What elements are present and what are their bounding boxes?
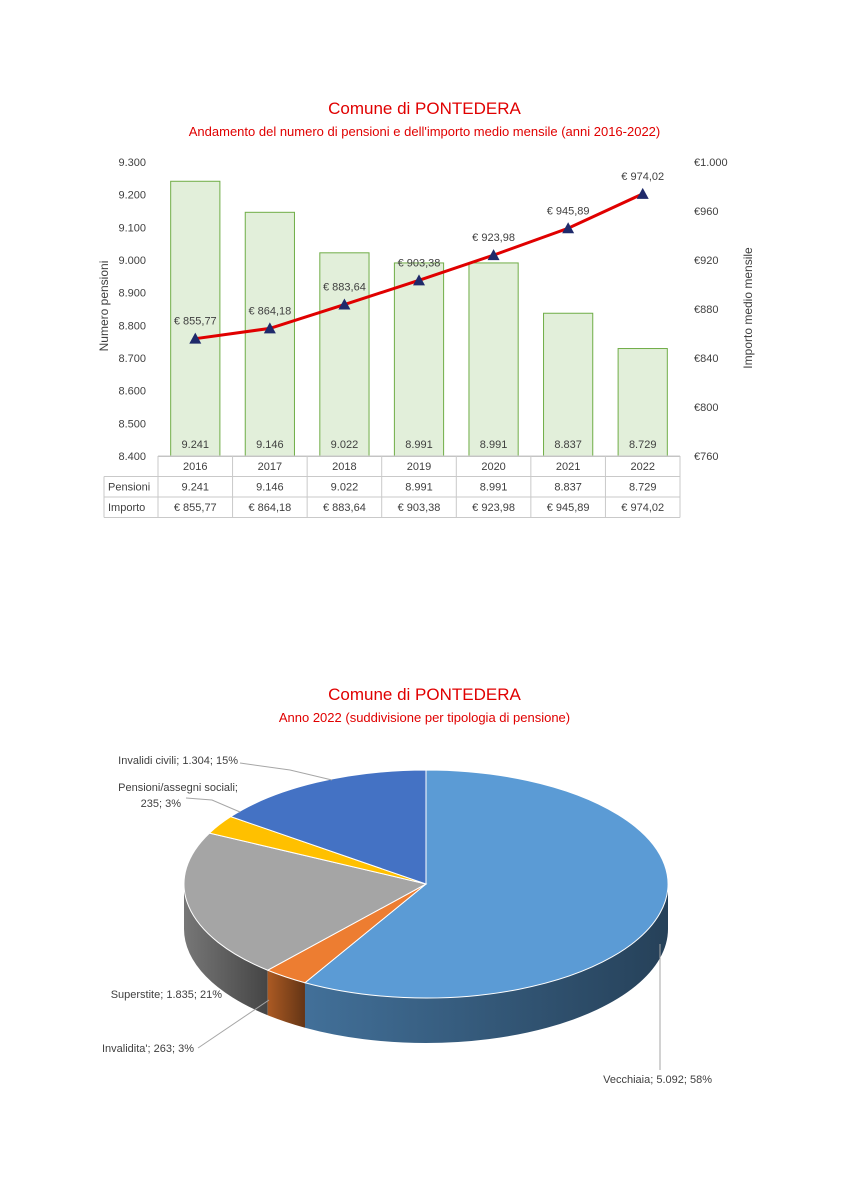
y2-tick-label: €920 bbox=[694, 255, 718, 267]
bar bbox=[617, 348, 668, 457]
table-cell-importo: € 855,77 bbox=[174, 502, 217, 514]
pie-slice-side bbox=[184, 884, 268, 1016]
line-marker bbox=[636, 187, 649, 199]
table-cell-pensioni: 8.837 bbox=[554, 482, 582, 494]
line-series-importo: € 855,77 € 864,18 € 883,64 € 903,38 € 923,98… bbox=[174, 171, 664, 344]
y-tick-label: 9.000 bbox=[118, 255, 146, 267]
y2-tick-label: €960 bbox=[694, 206, 718, 218]
line-data-label: € 945,89 bbox=[547, 205, 590, 217]
table-cell-importo: € 923,98 bbox=[472, 502, 515, 514]
table-row-header-importo: Importo bbox=[108, 502, 145, 514]
bar-data-label: 8.991 bbox=[480, 439, 508, 451]
line-data-label: € 883,64 bbox=[323, 282, 366, 294]
bar bbox=[543, 312, 594, 457]
line-data-label: € 974,02 bbox=[621, 171, 664, 183]
pie-slice bbox=[229, 769, 427, 885]
left-axis-title: Numero pensioni bbox=[97, 261, 111, 352]
x-category-label: 2016 bbox=[183, 461, 207, 473]
table-cell-pensioni: 9.022 bbox=[331, 482, 359, 494]
y-tick-label: 8.500 bbox=[118, 418, 146, 430]
pie-slice-side bbox=[304, 884, 668, 1044]
data-table: 2016 9.241 € 855,77 2017 9.146 € 864,18 2018 9.… bbox=[103, 455, 681, 518]
table-cell-importo: € 974,02 bbox=[621, 502, 664, 514]
bar bbox=[468, 262, 519, 457]
y-tick-label: 8.400 bbox=[118, 451, 146, 463]
bar bbox=[244, 211, 295, 457]
table-cell-importo: € 903,38 bbox=[398, 502, 441, 514]
leader-line bbox=[239, 762, 333, 781]
x-category-label: 2018 bbox=[332, 461, 356, 473]
y2-tick-label: €1.000 bbox=[694, 157, 728, 169]
table-cell-importo: € 864,18 bbox=[248, 502, 291, 514]
line-marker bbox=[487, 249, 500, 261]
line-data-label: € 903,38 bbox=[398, 257, 441, 269]
bar-data-label: 9.146 bbox=[256, 439, 284, 451]
table-cell-pensioni: 8.991 bbox=[405, 482, 433, 494]
x-category-label: 2019 bbox=[407, 461, 431, 473]
pie-labels: Vecchiaia; 5.092; 58% Invalidita'; 263; 3… bbox=[102, 755, 712, 1086]
table-cell-pensioni: 8.991 bbox=[480, 482, 508, 494]
y-tick-label: 8.900 bbox=[118, 288, 146, 300]
pie-label-sociali-line1: Pensioni/assegni sociali; bbox=[118, 782, 238, 794]
bar bbox=[170, 180, 221, 457]
bar bbox=[393, 262, 445, 457]
right-axis-ticks: €760 €800 €840 €880 €920 €960 €1.000 bbox=[694, 157, 728, 463]
pension-trend-chart: Comune di PONTEDERA Andamento del numero… bbox=[97, 99, 755, 518]
bar-data-label: 8.837 bbox=[554, 439, 582, 451]
x-category-label: 2021 bbox=[556, 461, 580, 473]
y2-tick-label: €800 bbox=[694, 402, 718, 414]
table-cell-pensioni: 9.146 bbox=[256, 482, 284, 494]
leader-line bbox=[185, 797, 241, 813]
pie-label-invalidi-civili: Invalidi civili; 1.304; 15% bbox=[118, 755, 238, 767]
bar-data-label: 9.022 bbox=[331, 439, 359, 451]
table-cell-importo: € 883,64 bbox=[323, 502, 366, 514]
y-tick-label: 9.100 bbox=[118, 222, 146, 234]
x-category-label: 2022 bbox=[630, 461, 654, 473]
y2-tick-label: €880 bbox=[694, 304, 718, 316]
pie-slices bbox=[183, 769, 669, 1044]
bar-data-label: 8.729 bbox=[629, 439, 657, 451]
line-marker bbox=[189, 332, 202, 344]
left-axis-ticks: 8.400 8.500 8.600 8.700 8.800 8.900 9.000 9.100… bbox=[118, 157, 146, 463]
bar-series-pensioni bbox=[158, 180, 680, 457]
pie-label-vecchiaia: Vecchiaia; 5.092; 58% bbox=[603, 1074, 712, 1086]
pie-slice bbox=[303, 769, 669, 999]
y2-tick-label: €760 bbox=[694, 451, 718, 463]
pie-slice bbox=[183, 832, 428, 971]
pie-label-superstite: Superstite; 1.835; 21% bbox=[111, 989, 223, 1001]
line-marker bbox=[338, 298, 351, 310]
pie-label-invalidita: Invalidita'; 263; 3% bbox=[102, 1043, 194, 1055]
line-data-label: € 864,18 bbox=[248, 305, 291, 317]
y-tick-label: 8.700 bbox=[118, 353, 146, 365]
line-marker bbox=[562, 222, 575, 234]
right-axis-title: Importo medio mensile bbox=[741, 247, 755, 369]
table-row-header-pensioni: Pensioni bbox=[108, 482, 150, 494]
y-tick-label: 8.800 bbox=[118, 320, 146, 332]
pie-slice-side bbox=[267, 970, 305, 1028]
bar-data-label: 9.241 bbox=[182, 439, 210, 451]
line-data-label: € 923,98 bbox=[472, 232, 515, 244]
x-category-label: 2020 bbox=[481, 461, 505, 473]
chart2-subtitle: Anno 2022 (suddivisione per tipologia di… bbox=[279, 710, 570, 725]
line-marker bbox=[413, 274, 425, 286]
pie-label-sociali-line2: 235; 3% bbox=[141, 798, 182, 810]
bar bbox=[319, 252, 370, 457]
x-category-label: 2017 bbox=[258, 461, 282, 473]
table-cell-pensioni: 9.241 bbox=[182, 482, 210, 494]
bar-data-label: 8.991 bbox=[405, 439, 433, 451]
chart1-title: Comune di PONTEDERA bbox=[328, 99, 521, 118]
leader-line bbox=[197, 999, 270, 1049]
table-cell-pensioni: 8.729 bbox=[629, 482, 657, 494]
chart1-subtitle: Andamento del numero di pensioni e dell'… bbox=[189, 124, 661, 139]
line-data-label: € 855,77 bbox=[174, 316, 217, 328]
table-cell-importo: € 945,89 bbox=[547, 502, 590, 514]
y-tick-label: 9.300 bbox=[118, 157, 146, 169]
bar-data-labels: 9.241 9.146 9.022 8.991 8.991 8.837 8.729 bbox=[182, 439, 657, 451]
y2-tick-label: €840 bbox=[694, 353, 718, 365]
y-tick-label: 8.600 bbox=[118, 386, 146, 398]
y-tick-label: 9.200 bbox=[118, 190, 146, 202]
chart2-title: Comune di PONTEDERA bbox=[328, 685, 521, 704]
line-marker bbox=[263, 322, 276, 334]
